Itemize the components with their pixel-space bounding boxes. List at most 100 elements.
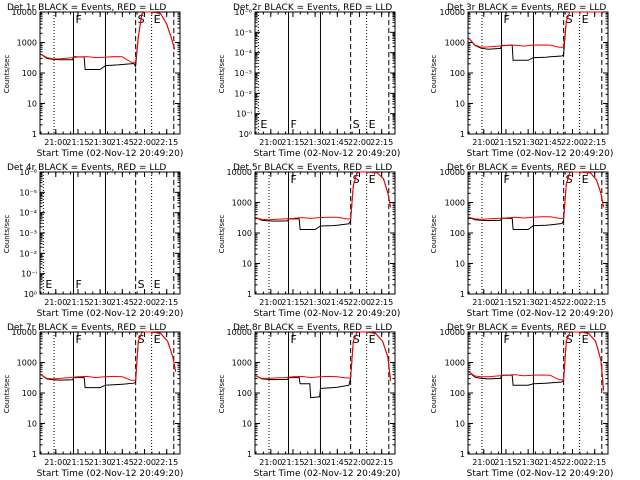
y-tick-label: 10⁻² — [19, 249, 37, 258]
y-axis-label: Counts/sec — [3, 215, 11, 254]
x-tick-label: 21:00 — [472, 298, 495, 307]
x-tick-label: 21:30 — [304, 298, 327, 307]
y-tick-label: 100 — [450, 389, 465, 398]
event-marker-label: S — [138, 333, 145, 346]
x-tick-label: 21:30 — [89, 138, 112, 147]
x-tick-label: 21:00 — [44, 298, 67, 307]
event-marker-label: S — [566, 333, 573, 346]
x-tick-label: 21:15 — [66, 298, 89, 307]
event-marker-label: E — [582, 13, 589, 26]
x-tick-label: 21:00 — [472, 138, 495, 147]
x-tick-label: 21:00 — [44, 458, 67, 467]
y-tick-label: 10⁻⁴ — [19, 209, 37, 218]
x-tick-label: 22:15 — [155, 458, 178, 467]
x-tick-label: 22:00 — [561, 298, 584, 307]
x-axis-label: Start Time (02-Nov-12 20:49:20) — [37, 149, 184, 159]
y-tick-label: 10000 — [12, 328, 37, 337]
x-tick-label: 21:30 — [517, 298, 540, 307]
event-marker-label: S — [353, 333, 360, 346]
panel-title: Det 2r BLACK = Events, RED = LLD — [233, 3, 392, 13]
y-tick-label: 10 — [27, 420, 37, 429]
y-tick-label: 100 — [450, 69, 465, 78]
y-tick-label: 10000 — [12, 8, 37, 17]
x-tick-label: 21:15 — [66, 138, 89, 147]
event-marker-label: E — [154, 13, 161, 26]
x-tick-label: 21:30 — [517, 458, 540, 467]
y-tick-label: 1000 — [232, 199, 252, 208]
x-axis-label: Start Time (02-Nov-12 20:49:20) — [37, 469, 184, 479]
event-marker-label: S — [566, 13, 573, 26]
panel-title: Det 8r BLACK = Events, RED = LLD — [233, 323, 392, 333]
x-axis-label: Start Time (02-Nov-12 20:49:20) — [254, 469, 401, 479]
x-tick-label: 21:30 — [304, 138, 327, 147]
y-tick-label: 100 — [22, 69, 37, 78]
x-tick-label: 22:15 — [583, 298, 606, 307]
x-tick-label: 22:00 — [348, 138, 371, 147]
lld-series-line — [468, 171, 605, 220]
y-tick-label: 10000 — [227, 328, 252, 337]
x-tick-label: 21:30 — [304, 458, 327, 467]
x-tick-label: 22:15 — [370, 138, 393, 147]
y-tick-label: 1 — [460, 130, 465, 139]
x-tick-label: 21:00 — [259, 138, 282, 147]
x-tick-label: 22:00 — [133, 138, 156, 147]
y-tick-label: 10 — [242, 260, 252, 269]
x-tick-label: 21:30 — [517, 138, 540, 147]
y-tick-label: 10⁰ — [239, 130, 252, 139]
plot-frame — [467, 11, 609, 135]
event-marker-label: F — [76, 333, 82, 346]
event-marker-label: E — [582, 173, 589, 186]
y-tick-label: 10⁻⁶ — [234, 8, 252, 17]
y-tick-label: 10000 — [440, 168, 465, 177]
lld-series-line — [40, 331, 177, 381]
event-marker-label: F — [504, 13, 510, 26]
y-tick-label: 10⁻³ — [19, 229, 37, 238]
y-tick-label: 100 — [237, 229, 252, 238]
event-marker-label: E — [369, 173, 376, 186]
y-tick-label: 10⁻³ — [234, 69, 252, 78]
event-marker-label: E — [154, 278, 161, 291]
x-tick-label: 21:30 — [89, 458, 112, 467]
y-tick-label: 1 — [460, 290, 465, 299]
lld-series-line — [468, 331, 605, 391]
x-tick-label: 22:15 — [583, 458, 606, 467]
panel-det-9r: Det 9r BLACK = Events, RED = LLD Start T… — [430, 323, 613, 479]
event-marker-label: S — [566, 173, 573, 186]
event-marker-label: F — [291, 173, 297, 186]
panel-det-1r: Det 1r BLACK = Events, RED = LLD Start T… — [3, 3, 183, 159]
x-tick-label: 21:15 — [281, 458, 304, 467]
plot-frame — [39, 171, 181, 295]
x-tick-label: 21:30 — [89, 298, 112, 307]
event-marker-label: F — [504, 333, 510, 346]
x-axis-label: Start Time (02-Nov-12 20:49:20) — [467, 469, 614, 479]
y-tick-label: 1 — [32, 130, 37, 139]
panel-det-6r: Det 6r BLACK = Events, RED = LLD Start T… — [430, 163, 613, 319]
x-tick-label: 21:00 — [472, 458, 495, 467]
event-marker-label: F — [291, 333, 297, 346]
x-tick-label: 21:45 — [111, 298, 134, 307]
x-tick-label: 21:15 — [494, 298, 517, 307]
plot-frame — [467, 171, 609, 295]
x-tick-label: 21:45 — [111, 138, 134, 147]
y-tick-label: 10⁻⁴ — [234, 49, 252, 58]
lld-series-line — [40, 11, 176, 63]
event-marker-label: E — [369, 333, 376, 346]
y-tick-label: 10 — [455, 260, 465, 269]
event-marker-label: S — [138, 278, 145, 291]
y-tick-label: 1000 — [17, 359, 37, 368]
y-tick-label: 10⁻² — [234, 89, 252, 98]
y-tick-label: 10 — [242, 420, 252, 429]
panel-det-8r: Det 8r BLACK = Events, RED = LLD Start T… — [218, 323, 400, 479]
y-axis-label: Counts/sec — [430, 55, 438, 94]
lld-series-line — [255, 171, 392, 221]
x-tick-label: 21:45 — [326, 138, 349, 147]
x-axis-label: Start Time (02-Nov-12 20:49:20) — [467, 309, 614, 319]
plot-frame — [254, 331, 396, 455]
panel-title: Det 7r BLACK = Events, RED = LLD — [7, 323, 166, 333]
x-tick-label: 21:15 — [66, 458, 89, 467]
y-tick-label: 1 — [247, 450, 252, 459]
y-tick-label: 1 — [32, 450, 37, 459]
x-tick-label: 21:00 — [259, 458, 282, 467]
x-tick-label: 21:15 — [494, 458, 517, 467]
